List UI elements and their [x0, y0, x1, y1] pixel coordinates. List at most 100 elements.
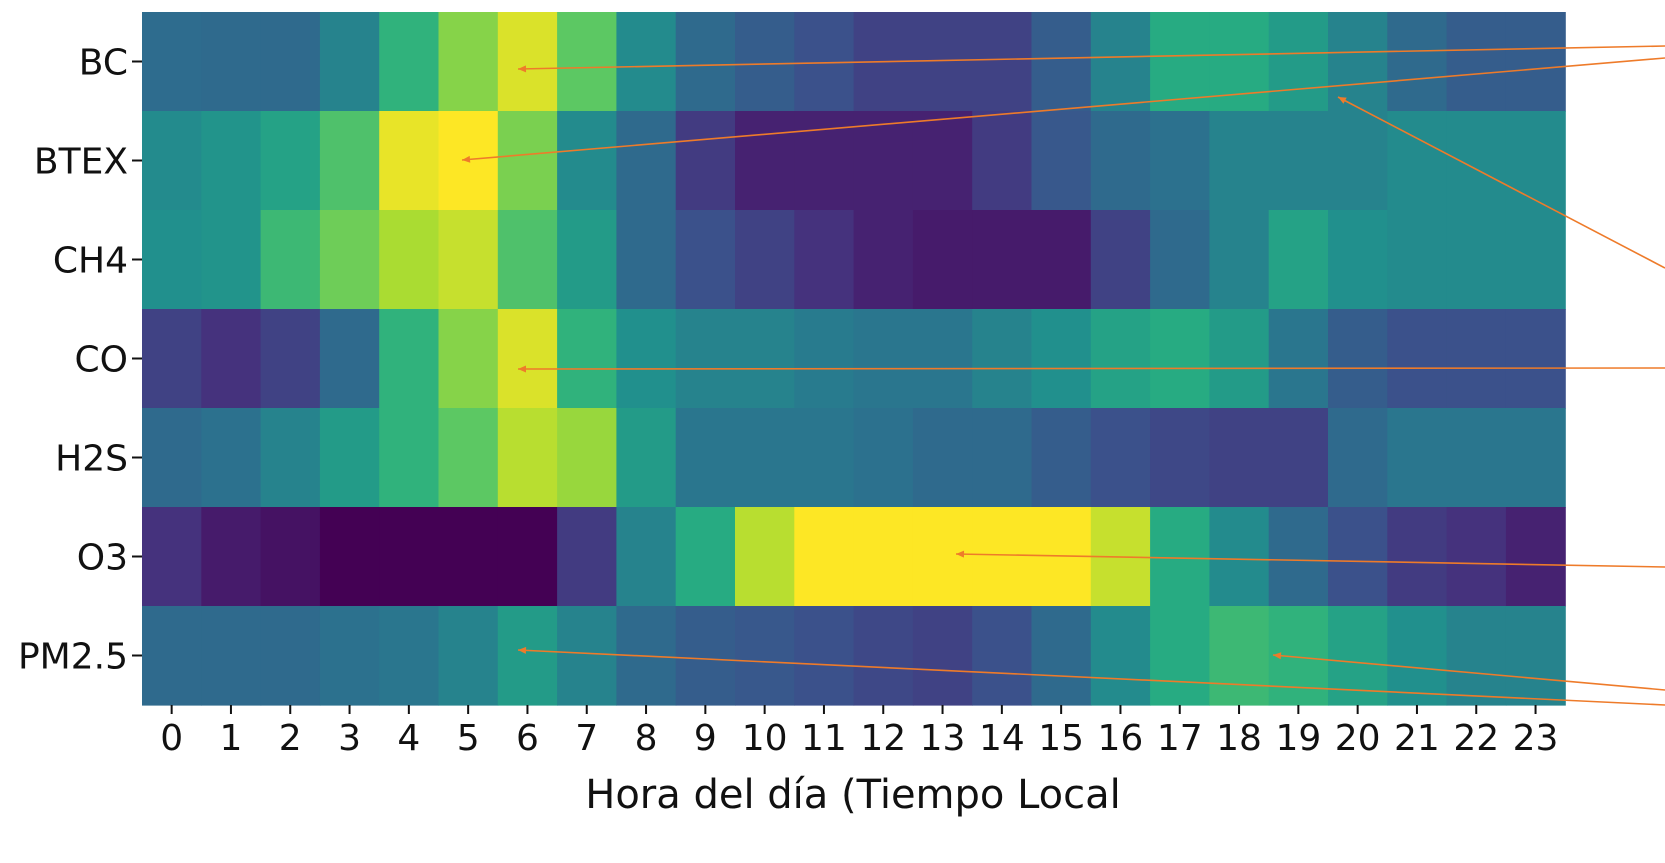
x-tick-label: 12	[860, 718, 906, 759]
heatmap-cell	[1090, 408, 1151, 508]
heatmap-cell	[1446, 111, 1507, 211]
heatmap-cell	[379, 309, 440, 409]
heatmap-cell	[260, 606, 321, 706]
heatmap-cell	[142, 309, 202, 409]
x-axis-label: Hora del día (Tiempo Local	[585, 772, 1121, 818]
heatmap-cell	[1268, 210, 1329, 310]
heatmap-cell	[260, 507, 321, 607]
annotation-arrowhead	[1338, 97, 1347, 104]
heatmap-cell	[201, 309, 262, 409]
x-tick-label: 8	[635, 718, 658, 759]
heatmap-cell	[1090, 111, 1151, 211]
heatmap-cell	[557, 12, 617, 112]
heatmap-cell	[1505, 12, 1566, 112]
heatmap-cell	[1209, 507, 1270, 607]
heatmap-cell	[972, 111, 1033, 211]
heatmap-cell	[201, 606, 262, 706]
heatmap-cell	[794, 309, 855, 409]
x-tick-label: 10	[742, 718, 788, 759]
heatmap-cell	[497, 507, 558, 607]
heatmap-cell	[1031, 309, 1092, 409]
heatmap-cell	[557, 111, 617, 211]
heatmap-cell	[1209, 210, 1270, 310]
y-tick-label: CO	[75, 340, 128, 381]
heatmap-cell	[201, 408, 262, 508]
heatmap-cell	[1031, 408, 1092, 508]
annotation-arrowhead	[518, 65, 527, 73]
heatmap-cell	[1387, 507, 1448, 607]
annotation-arrow-line	[461, 57, 1665, 161]
heatmap-cell	[379, 111, 440, 211]
heatmap-cell	[557, 507, 617, 607]
heatmap-cell	[319, 210, 380, 310]
heatmap-cell	[557, 210, 617, 310]
heatmap-cell	[1387, 408, 1448, 508]
heatmap-cell	[557, 309, 617, 409]
y-tick-label: H2S	[55, 439, 128, 480]
heatmap-cell	[1505, 606, 1566, 706]
heatmap-cell	[1268, 408, 1329, 508]
annotation-arrowhead	[956, 550, 965, 558]
y-tick-label: BC	[79, 43, 128, 84]
heatmap-cell	[616, 210, 677, 310]
heatmap-cell	[319, 309, 380, 409]
x-axis-ticks: 0 1 2 3 4 5 6 7 8 9 10 11 12 13 14 15 16 17 18 19 20 21 22 23	[160, 705, 1558, 759]
heatmap-cell	[1209, 408, 1270, 508]
heatmap-cell	[735, 12, 795, 112]
heatmap-cell	[319, 12, 380, 112]
heatmap-cell	[972, 408, 1033, 508]
heatmap-cell	[1328, 309, 1388, 409]
heatmap-cell	[853, 606, 914, 706]
annotation-arrowhead	[518, 646, 527, 654]
heatmap-cell	[735, 111, 795, 211]
heatmap-cell	[497, 111, 558, 211]
heatmap-cell	[1150, 210, 1210, 310]
heatmap-cell	[497, 408, 558, 508]
heatmap-cell	[1090, 210, 1151, 310]
heatmap-cell	[1150, 12, 1210, 112]
annotation-arrow-line	[517, 649, 1665, 706]
heatmap-cell	[201, 507, 262, 607]
heatmap-cell	[675, 408, 736, 508]
heatmap-cell	[142, 210, 202, 310]
heatmap-cell	[1150, 309, 1210, 409]
heatmap-cell	[142, 507, 202, 607]
x-tick-label: 4	[397, 718, 420, 759]
y-axis-ticks: BC BTEX CH4 CO H2S O3 PM2.5	[18, 43, 142, 678]
heatmap-cell	[438, 309, 499, 409]
heatmap-cell	[260, 210, 321, 310]
heatmap-cell	[497, 309, 558, 409]
x-tick-label: 14	[979, 718, 1025, 759]
heatmap-cell	[201, 210, 262, 310]
heatmap-cell	[912, 408, 973, 508]
heatmap-cell	[972, 210, 1033, 310]
heatmap-cell	[379, 408, 440, 508]
heatmap-cell	[1090, 309, 1151, 409]
heatmap-cell	[735, 408, 795, 508]
heatmap-cell	[972, 507, 1033, 607]
heatmap-cell	[794, 210, 855, 310]
annotation-arrowhead	[462, 155, 471, 163]
x-tick-label: 11	[801, 718, 847, 759]
heatmap-cell	[616, 408, 677, 508]
heatmap-cell	[379, 12, 440, 112]
heatmap-cell	[675, 606, 736, 706]
heatmap-cell	[497, 12, 558, 112]
heatmap-cell	[853, 408, 914, 508]
heatmap-cell	[1150, 606, 1210, 706]
heatmap-cell	[1446, 210, 1507, 310]
heatmap-cell	[260, 408, 321, 508]
heatmap-cell	[1505, 507, 1566, 607]
x-tick-label: 19	[1275, 718, 1321, 759]
heatmap-cell	[379, 606, 440, 706]
heatmap-cell	[1150, 507, 1210, 607]
x-tick-label: 1	[219, 718, 242, 759]
y-tick-label: PM2.5	[18, 637, 128, 678]
heatmap-cell	[260, 111, 321, 211]
annotation-arrow-line	[1272, 654, 1665, 691]
heatmap-cell	[1446, 12, 1507, 112]
heatmap-cell	[853, 507, 914, 607]
heatmap-cell	[675, 12, 736, 112]
heatmap-cell	[1328, 111, 1388, 211]
heatmap-cell	[735, 507, 795, 607]
